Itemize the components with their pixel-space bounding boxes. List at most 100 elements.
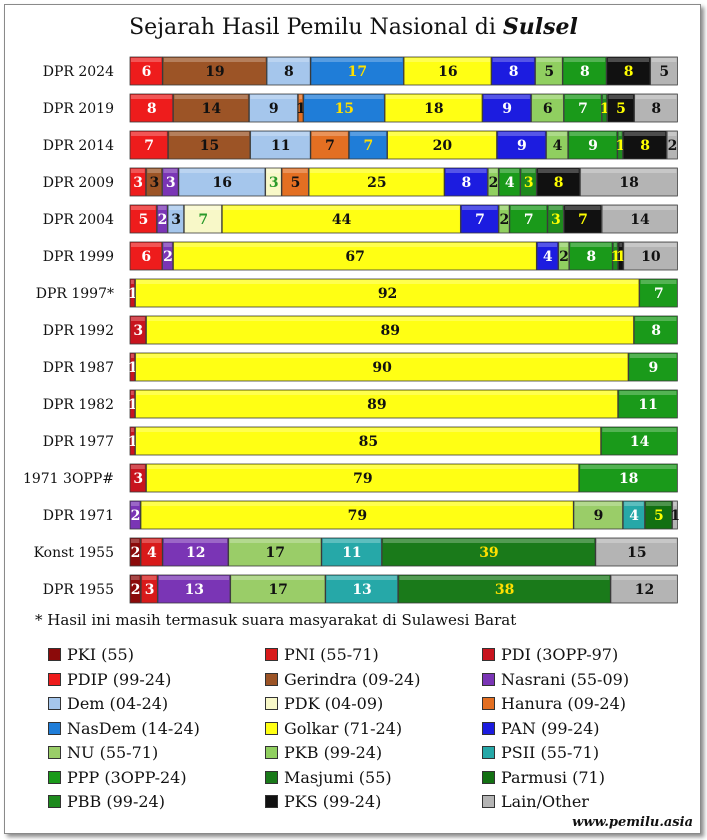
legend-item-pan: PAN (99-24) <box>482 719 600 738</box>
bar-highlight <box>131 58 162 62</box>
bar-segment-hanura <box>297 93 304 123</box>
bar-highlight <box>251 132 310 136</box>
bar-segment-lain-other <box>623 241 678 271</box>
bar-highlight <box>179 169 265 173</box>
bar-highlight <box>559 243 568 247</box>
bar-segment-pks <box>622 130 667 160</box>
data-label: 18 <box>619 471 638 487</box>
bar-segment-nasdem <box>310 56 404 86</box>
data-label: 18 <box>619 175 638 191</box>
bar-highlight <box>521 169 536 173</box>
legend-label: Golkar (71-24) <box>284 718 403 738</box>
bar-highlight <box>131 576 140 580</box>
bar-highlight <box>147 465 578 469</box>
bar-highlight <box>223 206 460 210</box>
legend-label: PSII (55-71) <box>501 743 600 762</box>
bar-highlight <box>131 465 145 469</box>
bar-segment-ppp <box>498 167 521 197</box>
data-label: 8 <box>147 101 157 117</box>
bar-segment-masjumi <box>381 537 596 567</box>
bar-highlight <box>635 317 677 321</box>
bar-highlight <box>310 169 444 173</box>
data-label: 18 <box>424 101 443 117</box>
bar-segment-pdi <box>129 278 136 308</box>
legend-swatch <box>482 746 495 759</box>
data-label: 5 <box>139 212 149 228</box>
data-label: 9 <box>588 138 598 154</box>
legend-item-gerindra: Gerindra (09-24) <box>265 670 420 689</box>
bar-segment-ppp <box>568 130 618 160</box>
bar-highlight <box>141 502 573 506</box>
data-label: 2 <box>158 212 168 228</box>
legend-item-pks: PKS (99-24) <box>265 792 381 811</box>
legend-label: PDK (04-09) <box>284 694 384 713</box>
bar-highlight <box>169 132 249 136</box>
legend-swatch <box>482 648 495 661</box>
bar-highlight <box>624 132 666 136</box>
bar-highlight <box>131 391 134 395</box>
bar-segment-nasrani <box>157 574 231 604</box>
data-label: 8 <box>586 249 596 265</box>
bar-segment-gerindra <box>167 130 251 160</box>
bar-highlight <box>445 169 487 173</box>
bar-segment-pdi <box>129 389 136 419</box>
bar-segment-pbb <box>520 167 537 197</box>
bar-highlight <box>282 169 308 173</box>
data-label: 15 <box>200 138 219 154</box>
legend-swatch <box>482 795 495 808</box>
data-label: 7 <box>325 138 335 154</box>
bar-segment-gerindra <box>162 56 267 86</box>
bar-highlight <box>532 95 563 99</box>
bar-highlight <box>311 132 348 136</box>
bar-segment-dem <box>167 204 185 234</box>
data-label: 5 <box>544 64 554 80</box>
bar-highlight <box>548 206 563 210</box>
legend-swatch <box>48 770 61 784</box>
bar-segment-lain-other <box>610 574 678 604</box>
bar-segment-pks <box>617 241 624 271</box>
legend-label: Parmusi (71) <box>501 767 605 787</box>
bar-segment-golkar <box>135 352 629 382</box>
bar-segment-gerindra <box>145 167 163 197</box>
bar-highlight <box>163 539 228 543</box>
legend-swatch <box>265 672 278 686</box>
bar-segment-pdip <box>129 93 174 123</box>
data-label: 3 <box>133 175 143 191</box>
data-label: 2 <box>668 138 678 154</box>
data-label: 2 <box>131 508 141 524</box>
bar-segment-hanura <box>281 167 309 197</box>
data-label: 39 <box>479 545 498 561</box>
data-label: 3 <box>269 175 279 191</box>
bar-segment-golkar <box>146 315 634 345</box>
bar-highlight <box>147 317 633 321</box>
data-label: 7 <box>578 101 588 117</box>
bar-segment-lain-other <box>579 167 678 197</box>
bar-segment-golkar <box>135 389 619 419</box>
bar-segment-nasrani <box>156 204 168 234</box>
data-label: 5 <box>654 508 664 524</box>
data-label: 1 <box>600 101 610 117</box>
legend-swatch <box>265 770 278 784</box>
bar-highlight <box>229 539 321 543</box>
bar-highlight <box>136 428 600 432</box>
bar-segment-pdi <box>129 315 147 345</box>
data-label: 3 <box>551 212 561 228</box>
data-label: 9 <box>594 508 604 524</box>
bar-segment-pdi <box>129 463 147 493</box>
bar-highlight <box>492 58 534 62</box>
bar-highlight <box>141 539 162 543</box>
row-label-dpr-1971: DPR 1971 <box>43 508 114 524</box>
data-label: 1 <box>616 249 626 265</box>
bar-segment-golkar <box>384 93 483 123</box>
bar-highlight <box>499 206 509 210</box>
legend-item-psii: PSII (55-71) <box>482 743 599 762</box>
bar-segment-pan <box>444 167 488 197</box>
data-label: 5 <box>659 64 669 80</box>
bar-highlight <box>383 539 595 543</box>
data-label: 25 <box>367 175 386 191</box>
data-label: 90 <box>372 360 392 376</box>
bar-segment-ppp <box>633 315 678 345</box>
data-label: 92 <box>378 286 397 302</box>
data-label: 2 <box>559 249 569 265</box>
data-label: 5 <box>616 101 626 117</box>
